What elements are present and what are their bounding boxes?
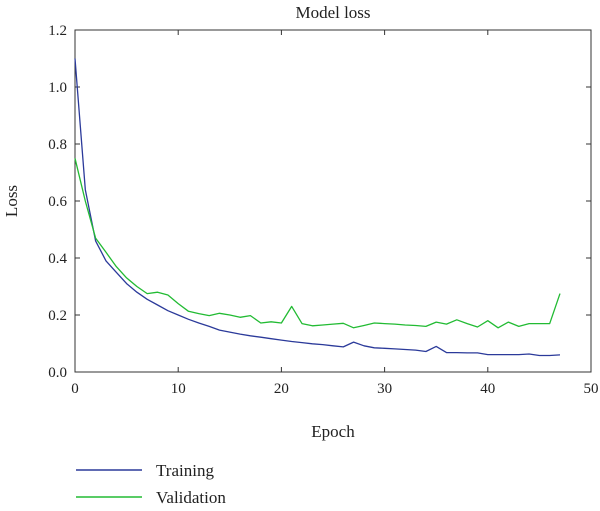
y-axis-ticks: 0.0 0.2 0.4 0.6 0.8 1.0 1.2: [48, 23, 591, 381]
plot-frame: [74, 29, 592, 373]
legend-label-training: Training: [156, 461, 214, 480]
y-tick-label: 1.2: [48, 23, 67, 39]
x-axis-ticks: 0 10 20 30 40 50: [71, 30, 599, 397]
y-tick-label: 0.4: [48, 251, 67, 267]
series-line-validation: [74, 158, 561, 329]
x-tick-label: 40: [480, 381, 495, 397]
x-tick-label: 0: [71, 381, 79, 397]
x-tick-label: 30: [377, 381, 392, 397]
legend-label-validation: Validation: [156, 488, 226, 507]
y-axis-label: Loss: [2, 185, 21, 217]
y-tick-label: 0.6: [48, 194, 67, 210]
x-tick-label: 20: [274, 381, 289, 397]
legend: Training Validation: [76, 461, 226, 507]
x-tick-label: 50: [584, 381, 599, 397]
y-tick-label: 0.0: [48, 365, 67, 381]
x-axis-label: Epoch: [311, 422, 355, 441]
y-tick-label: 0.2: [48, 308, 67, 324]
series-lines: [74, 58, 561, 357]
x-tick-label: 10: [171, 381, 186, 397]
y-tick-label: 1.0: [48, 80, 67, 96]
series-line-training: [74, 58, 561, 357]
chart-title: Model loss: [295, 3, 370, 22]
y-tick-label: 0.8: [48, 137, 67, 153]
